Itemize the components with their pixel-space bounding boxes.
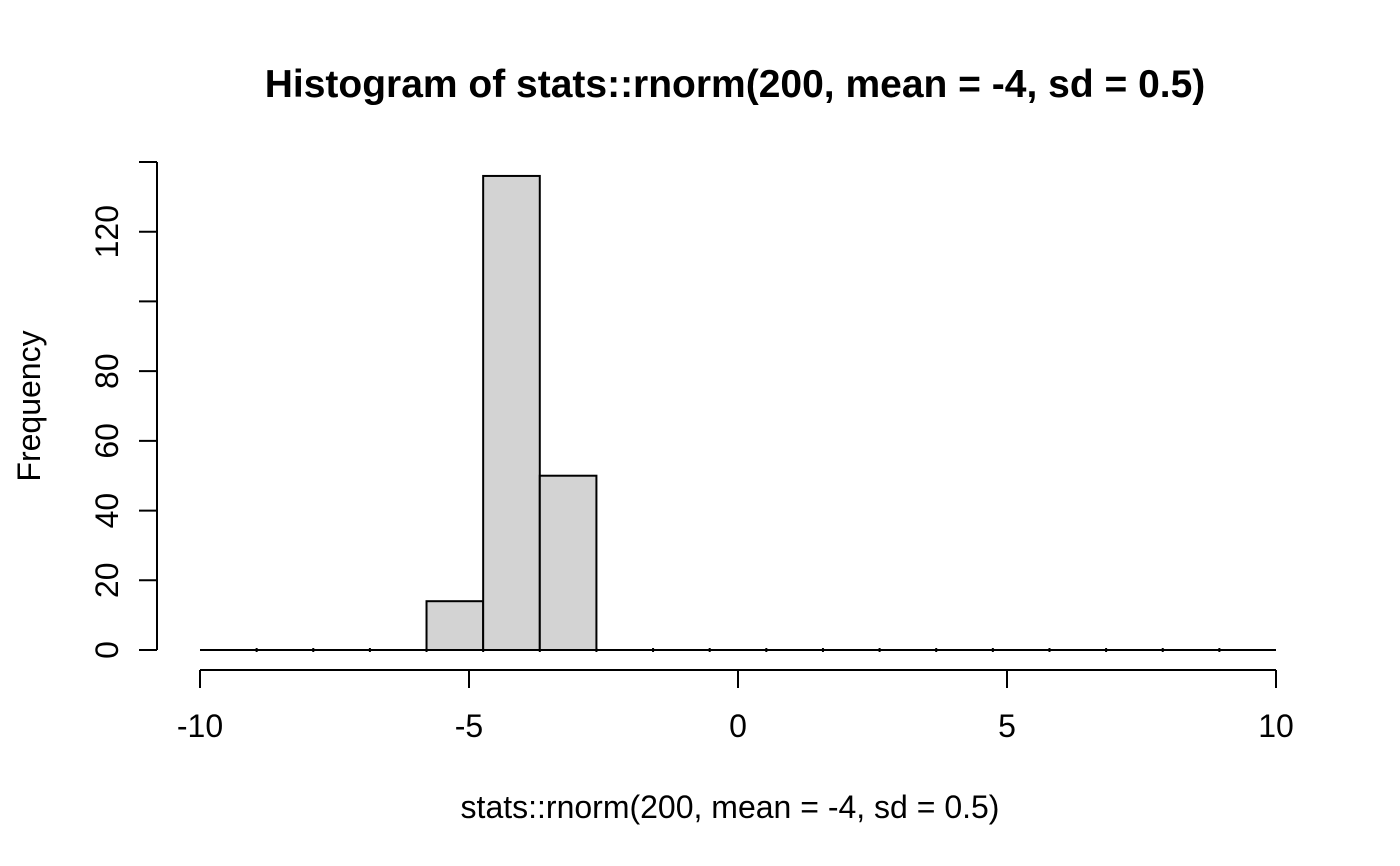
- zero-baseline-group: [200, 648, 1276, 652]
- histogram-bar: [538, 474, 598, 652]
- x-tick-label: -10: [177, 708, 223, 744]
- x-tick-label: 10: [1258, 708, 1294, 744]
- x-tick-label: -5: [455, 708, 483, 744]
- x-tick-label: 0: [729, 708, 747, 744]
- y-tick-label: 60: [89, 423, 125, 459]
- histogram-bar: [482, 174, 541, 651]
- y-axis: 0 20 40 60 80 120: [89, 161, 158, 659]
- x-axis: -10 -5 0 5 10: [177, 669, 1294, 744]
- y-tick-label: 80: [89, 353, 125, 389]
- x-tick-label: 5: [998, 708, 1016, 744]
- histogram-bar: [425, 600, 485, 652]
- y-tick-label: 20: [89, 562, 125, 598]
- x-axis-label: stats::rnorm(200, mean = -4, sd = 0.5): [461, 789, 1000, 825]
- y-axis-label: Frequency: [11, 330, 47, 481]
- y-tick-label: 0: [89, 641, 125, 659]
- y-tick-label: 40: [89, 493, 125, 529]
- y-tick-label: 120: [89, 205, 125, 258]
- histogram-bars: [425, 174, 598, 652]
- chart-title: Histogram of stats::rnorm(200, mean = -4…: [265, 63, 1206, 106]
